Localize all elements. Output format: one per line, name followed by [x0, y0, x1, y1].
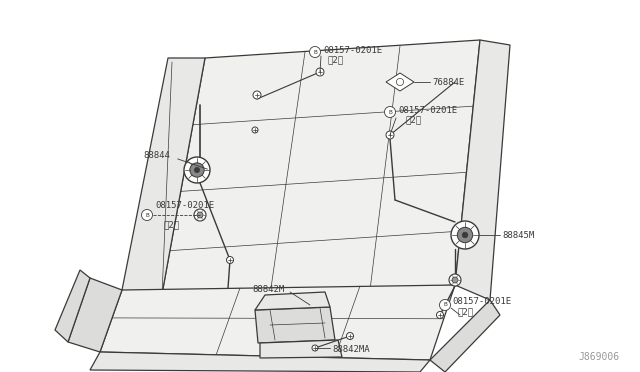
Text: 88845M: 88845M	[502, 231, 534, 240]
Circle shape	[310, 46, 321, 58]
Text: 08157-0201E: 08157-0201E	[323, 45, 382, 55]
Text: （2）: （2）	[405, 115, 421, 125]
Text: B: B	[313, 49, 317, 55]
Circle shape	[452, 277, 458, 283]
Circle shape	[190, 163, 204, 177]
Circle shape	[346, 333, 353, 340]
Polygon shape	[455, 40, 510, 300]
Text: 08157-0201E: 08157-0201E	[452, 298, 511, 307]
Text: （2）: （2）	[328, 55, 344, 64]
Polygon shape	[160, 40, 480, 305]
Text: B: B	[443, 302, 447, 308]
Text: J869006: J869006	[579, 352, 620, 362]
Polygon shape	[260, 340, 342, 358]
Polygon shape	[90, 352, 430, 372]
Circle shape	[253, 91, 261, 99]
Circle shape	[396, 78, 404, 86]
Text: 08157-0201E: 08157-0201E	[155, 201, 214, 210]
Polygon shape	[386, 73, 414, 91]
Circle shape	[449, 274, 461, 286]
Circle shape	[252, 127, 258, 133]
Text: 08157-0201E: 08157-0201E	[398, 106, 457, 115]
Text: 88842MA: 88842MA	[332, 346, 370, 355]
Text: （2）: （2）	[163, 220, 179, 229]
Circle shape	[184, 157, 210, 183]
Text: B: B	[145, 212, 149, 218]
Text: 88842M: 88842M	[253, 285, 285, 295]
Text: B: B	[388, 109, 392, 115]
Circle shape	[458, 227, 473, 243]
Polygon shape	[255, 292, 330, 310]
Circle shape	[462, 232, 468, 238]
Text: 76884E: 76884E	[432, 77, 464, 87]
Circle shape	[197, 212, 203, 218]
Circle shape	[312, 345, 318, 351]
Circle shape	[385, 106, 396, 118]
Circle shape	[316, 68, 324, 76]
Polygon shape	[55, 270, 90, 342]
Polygon shape	[100, 285, 455, 360]
Circle shape	[141, 209, 152, 221]
Polygon shape	[68, 278, 122, 352]
Circle shape	[227, 257, 234, 263]
Polygon shape	[255, 307, 335, 343]
Text: 88844: 88844	[143, 151, 170, 160]
Circle shape	[436, 311, 444, 318]
Polygon shape	[430, 300, 500, 372]
Polygon shape	[122, 58, 205, 305]
Circle shape	[194, 209, 206, 221]
Circle shape	[386, 131, 394, 139]
Text: （2）: （2）	[458, 308, 474, 317]
Circle shape	[440, 299, 451, 311]
Circle shape	[195, 167, 200, 173]
Circle shape	[451, 221, 479, 249]
